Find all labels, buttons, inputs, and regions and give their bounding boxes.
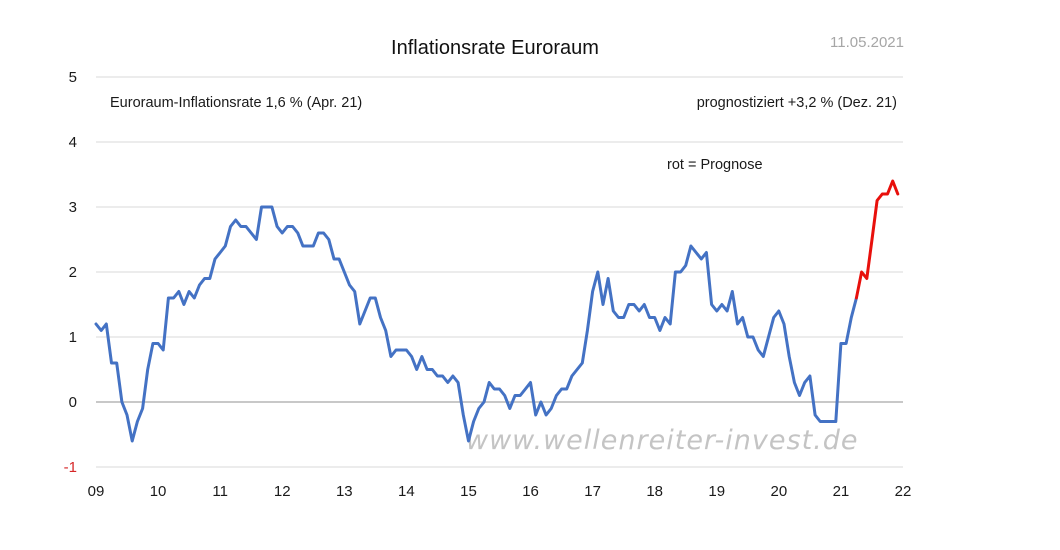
annotation-legend-red: rot = Prognose bbox=[667, 157, 763, 173]
x-tick-label: 19 bbox=[708, 483, 725, 500]
x-tick-label: 16 bbox=[522, 483, 539, 500]
y-axis-ticks: 5 4 3 2 1 0 -1 bbox=[64, 69, 77, 476]
x-tick-label: 12 bbox=[274, 483, 291, 500]
annotation-current-rate: Euroraum-Inflationsrate 1,6 % (Apr. 21) bbox=[110, 95, 362, 111]
x-tick-label: 10 bbox=[150, 483, 167, 500]
y-tick-label: 1 bbox=[69, 329, 77, 346]
series-lines bbox=[94, 179, 900, 443]
x-tick-label: 17 bbox=[584, 483, 601, 500]
x-tick-label: 13 bbox=[336, 483, 353, 500]
x-tick-label: 14 bbox=[398, 483, 415, 500]
chart-title: Inflationsrate Euroraum bbox=[391, 37, 599, 59]
x-tick-label: 21 bbox=[833, 483, 850, 500]
x-tick-label: 15 bbox=[460, 483, 477, 500]
y-tick-label: 0 bbox=[69, 394, 77, 411]
y-tick-label: 5 bbox=[69, 69, 77, 86]
x-tick-label: 20 bbox=[771, 483, 788, 500]
y-tick-label: -1 bbox=[64, 459, 77, 476]
gridlines bbox=[96, 76, 903, 468]
series-line-forecast bbox=[854, 179, 900, 300]
x-tick-label: 09 bbox=[88, 483, 105, 500]
y-tick-label: 3 bbox=[69, 199, 77, 216]
x-tick-label: 18 bbox=[646, 483, 663, 500]
date-label: 11.05.2021 bbox=[830, 34, 904, 51]
y-tick-label: 2 bbox=[69, 264, 77, 281]
watermark: www.wellenreiter-invest.de bbox=[466, 425, 859, 456]
x-tick-label: 11 bbox=[212, 483, 228, 500]
x-axis-ticks: 09 10 11 12 13 14 15 16 17 18 19 20 21 22 bbox=[88, 483, 912, 500]
annotation-forecast: prognostiziert +3,2 % (Dez. 21) bbox=[697, 95, 897, 111]
x-tick-label: 22 bbox=[895, 483, 912, 500]
series-line-actual bbox=[94, 205, 858, 443]
y-tick-label: 4 bbox=[69, 134, 77, 151]
